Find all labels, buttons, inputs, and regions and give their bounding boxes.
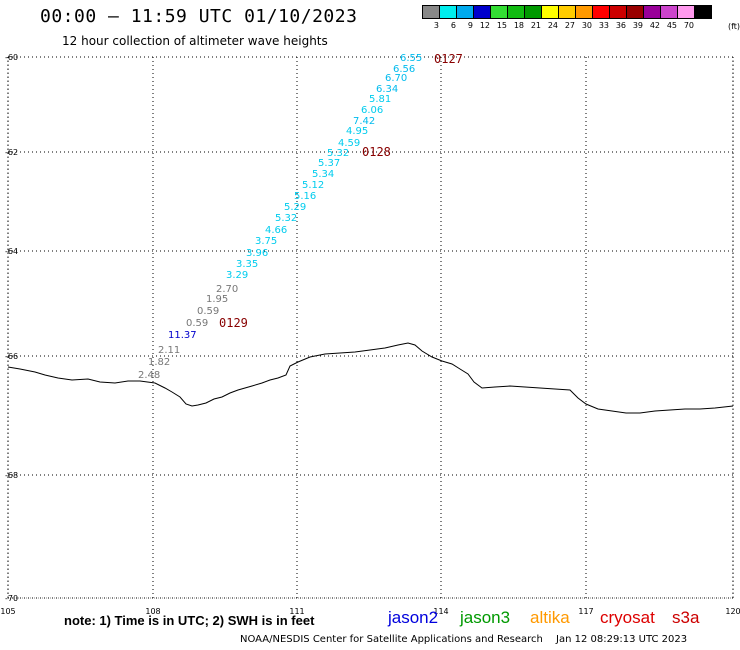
lat-label: -60 (5, 53, 18, 62)
swh-value: 6.55 (400, 53, 422, 64)
swh-value: 11.37 (168, 330, 197, 341)
pass-time-label: 0128 (362, 145, 391, 159)
legend-label: 15 (496, 21, 507, 30)
lat-label: -64 (5, 247, 18, 256)
swh-value: 1.95 (206, 294, 228, 305)
legend-label: 70 (683, 21, 694, 30)
lat-label: -62 (5, 148, 18, 157)
swh-value: 6.56 (393, 64, 415, 75)
sat-jason3: jason3 (460, 608, 511, 627)
swh-value: 1.82 (148, 357, 170, 368)
credit-text: NOAA/NESDIS Center for Satellite Applica… (240, 634, 543, 645)
legend-label: 12 (479, 21, 490, 30)
lat-label: -70 (5, 594, 18, 603)
swh-value: 5.32 (275, 213, 297, 224)
lat-label: -66 (5, 352, 18, 361)
legend-label: 21 (530, 21, 541, 30)
lon-label: 117 (578, 607, 593, 616)
swh-value: 0.59 (186, 318, 208, 329)
altimeter-track: 6.556.566.706.345.816.067.424.954.595.32… (138, 52, 463, 381)
swh-value: 3.35 (236, 259, 258, 270)
map-subtitle: 12 hour collection of altimeter wave hei… (62, 34, 328, 48)
legend-label: 30 (581, 21, 592, 30)
swh-value: 5.81 (369, 94, 391, 105)
footer-note: note: 1) Time is in UTC; 2) SWH is in fe… (64, 613, 315, 628)
swh-value: 2.48 (138, 370, 160, 381)
map-title: 00:00 – 11:59 UTC 01/10/2023 (40, 6, 358, 27)
credit-timestamp: Jan 12 08:29:13 UTC 2023 (556, 634, 688, 645)
sat-s3a: s3a (672, 608, 700, 627)
swh-value: 5.29 (284, 202, 306, 213)
legend-label: 9 (467, 21, 473, 30)
legend-label: 18 (513, 21, 524, 30)
map-frame (7, 56, 734, 599)
legend-label: 6 (450, 21, 456, 30)
legend-swatch (694, 5, 712, 19)
legend-label: 36 (615, 21, 626, 30)
legend-labels: 3 6 9 12 15 18 21 24 27 30 33 36 39 42 45 70 (422, 21, 711, 30)
swh-value: 5.37 (318, 158, 340, 169)
legend-label: 39 (632, 21, 643, 30)
swh-value: 5.32 (327, 148, 349, 159)
swh-value: 2.70 (216, 284, 238, 295)
sat-jason2: jason2 (388, 608, 439, 627)
legend-label: 42 (649, 21, 660, 30)
sat-altika: altika (530, 608, 570, 627)
legend-unit: (ft) (728, 22, 740, 31)
swh-value: 6.70 (385, 73, 407, 84)
legend-label: 3 (433, 21, 439, 30)
legend-label: 24 (547, 21, 558, 30)
legend-label: 33 (598, 21, 609, 30)
swh-value: 5.34 (312, 169, 334, 180)
swh-value: 4.95 (346, 126, 368, 137)
footer-credit: NOAA/NESDIS Center for Satellite Applica… (240, 634, 687, 645)
legend-label: 27 (564, 21, 575, 30)
swh-value: 0.59 (197, 306, 219, 317)
legend-swatches (422, 5, 712, 19)
swh-value: 6.34 (376, 84, 398, 95)
pass-time-label: 0129 (219, 316, 248, 330)
swh-value: 2.11 (158, 345, 180, 356)
swh-value: 5.12 (302, 180, 324, 191)
pass-time-label: 0127 (434, 52, 463, 66)
swh-value: 7.42 (353, 116, 375, 127)
swh-value: 3.75 (255, 236, 277, 247)
graticule: -60 -62 -64 -66 -68 -70 105 108 111 114 117 120 (0, 53, 740, 616)
lon-label: 105 (0, 607, 15, 616)
lon-label: 114 (433, 607, 448, 616)
swh-value: 5.16 (294, 191, 316, 202)
lon-label: 111 (289, 607, 304, 616)
lon-label: 108 (145, 607, 160, 616)
lon-label: 120 (725, 607, 740, 616)
antarctic-coastline (7, 342, 734, 414)
swh-value: 4.66 (265, 225, 287, 236)
swh-value: 3.96 (246, 248, 268, 259)
lat-label: -68 (5, 471, 18, 480)
swh-value: 3.29 (226, 270, 248, 281)
color-legend: 3 6 9 12 15 18 21 24 27 30 33 36 39 42 45 70 (ft) (422, 5, 740, 31)
swh-value: 4.59 (338, 138, 360, 149)
legend-label: 45 (666, 21, 677, 30)
swh-value: 6.06 (361, 105, 383, 116)
sat-cryosat: cryosat (600, 608, 655, 627)
